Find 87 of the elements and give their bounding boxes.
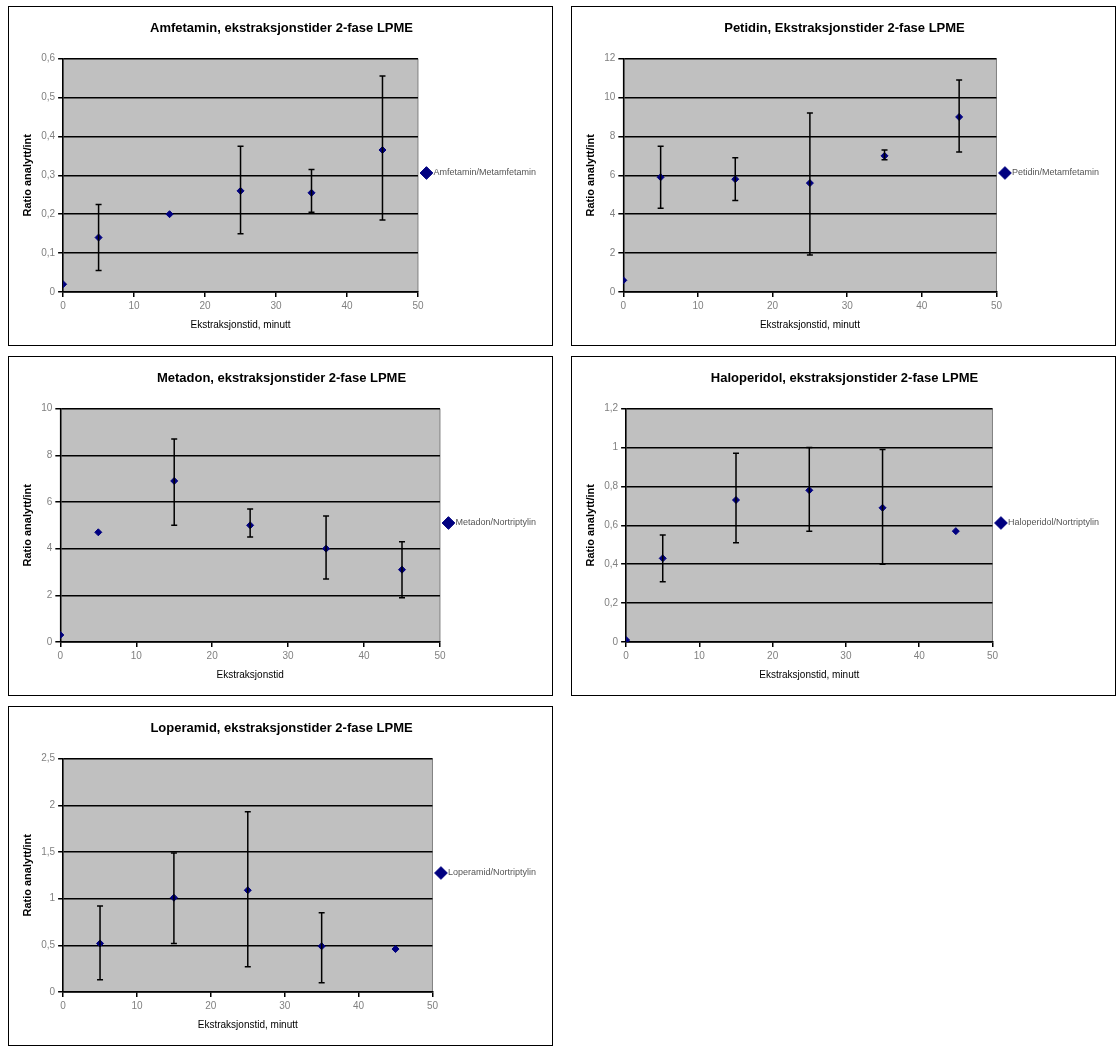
y-tick-label: 0,1 [41,246,56,258]
x-tick-label: 20 [767,649,779,661]
chart-title: Amfetamin, ekstraksjonstider 2-fase LPME [150,20,414,36]
x-tick-label: 20 [199,299,212,311]
y-tick-label: 12 [604,52,616,64]
y-tick-label: 0,4 [604,557,619,569]
x-tick-label: 50 [426,999,439,1011]
x-tick-label: 30 [840,649,852,661]
y-tick-label: 4 [609,207,616,219]
x-axis-title: Ekstraksjonstid, minutt [190,318,291,330]
y-tick-label: 2 [49,799,56,811]
y-tick-label: 1,2 [604,402,619,414]
x-tick-label: 50 [412,299,424,311]
legend-label: Petidin/Metamfetamin [1011,167,1100,178]
y-tick-label: 8 [46,449,53,461]
y-tick-label: 1,5 [41,845,56,857]
x-tick-label: 20 [206,649,219,661]
x-axis-title: Ekstraksjonstid [216,668,284,680]
legend-label: Metadon/Nortriptylin [455,517,537,528]
y-tick-label: 0,6 [604,519,619,531]
x-tick-label: 20 [767,299,779,311]
x-tick-label: 40 [913,649,926,661]
x-tick-label: 0 [620,299,627,311]
y-tick-label: 0,2 [604,596,619,608]
legend-label: Loperamid/Nortriptylin [447,867,537,878]
x-tick-label: 50 [434,649,446,661]
y-axis-title: Ratio analytt/int [20,833,33,917]
x-tick-label: 50 [986,649,999,661]
y-tick-label: 0,5 [41,91,56,103]
y-tick-label: 2,5 [41,752,56,764]
x-tick-label: 40 [358,649,371,661]
x-tick-label: 0 [60,999,67,1011]
x-tick-label: 10 [131,999,143,1011]
point [94,528,103,537]
x-tick-label: 40 [916,299,928,311]
chart-title: Metadon, ekstraksjonstider 2-fase LPME [156,370,407,386]
x-tick-label: 10 [693,649,706,661]
x-tick-label: 50 [990,299,1003,311]
point [951,527,960,536]
x-tick-label: 10 [692,299,704,311]
y-tick-label: 10 [604,91,616,103]
y-tick-label: 0,4 [41,130,56,142]
x-tick-label: 0 [623,649,630,661]
y-tick-label: 6 [46,495,53,507]
y-tick-label: 0 [49,285,56,297]
y-tick-label: 1 [612,441,619,453]
x-tick-label: 0 [57,649,64,661]
y-tick-label: 10 [41,402,53,414]
legend-label: Amfetamin/Metamfetamin [433,167,537,178]
x-tick-label: 10 [128,299,141,311]
x-tick-label: 10 [130,649,143,661]
x-tick-label: 30 [282,649,295,661]
x-tick-label: 30 [841,299,854,311]
y-tick-label: 0,6 [41,52,56,64]
x-tick-label: 0 [60,299,67,311]
y-tick-label: 0 [49,985,56,997]
y-tick-label: 0,5 [41,939,56,951]
y-tick-label: 0 [609,285,616,297]
chart-title: Loperamid, ekstraksjonstider 2-fase LPME [150,720,413,736]
x-tick-label: 40 [353,999,365,1011]
x-tick-label: 40 [341,299,353,311]
y-tick-label: 0,3 [41,169,56,181]
y-tick-label: 0,8 [604,480,619,492]
y-axis-title: Ratio analytt/int [20,133,33,217]
point [391,945,400,954]
x-axis-title: Ekstraksjonstid, minutt [197,1018,299,1030]
y-tick-label: 1 [49,892,56,904]
y-tick-label: 8 [609,130,616,142]
y-tick-label: 0 [46,635,53,647]
legend-label: Haloperidol/Nortriptylin [1007,517,1100,528]
y-tick-label: 2 [46,589,53,601]
y-axis-title: Ratio analytt/int [583,133,596,217]
y-axis-title: Ratio analytt/int [20,483,33,567]
y-tick-label: 0,2 [41,207,56,219]
x-axis-title: Ekstraksjonstid, minutt [759,318,861,330]
point [165,210,174,219]
chart-title: Haloperidol, ekstraksjonstider 2-fase LPME [710,370,979,386]
y-tick-label: 2 [609,246,616,258]
x-tick-label: 30 [279,999,291,1011]
x-tick-label: 20 [205,999,217,1011]
chart-title: Petidin, Ekstraksjonstider 2-fase LPME [724,20,966,36]
y-tick-label: 0 [612,635,619,647]
x-tick-label: 30 [270,299,283,311]
y-axis-title: Ratio analytt/int [583,483,596,567]
y-tick-label: 6 [609,169,616,181]
x-axis-title: Ekstraksjonstid, minutt [759,668,860,680]
y-tick-label: 4 [46,542,53,554]
